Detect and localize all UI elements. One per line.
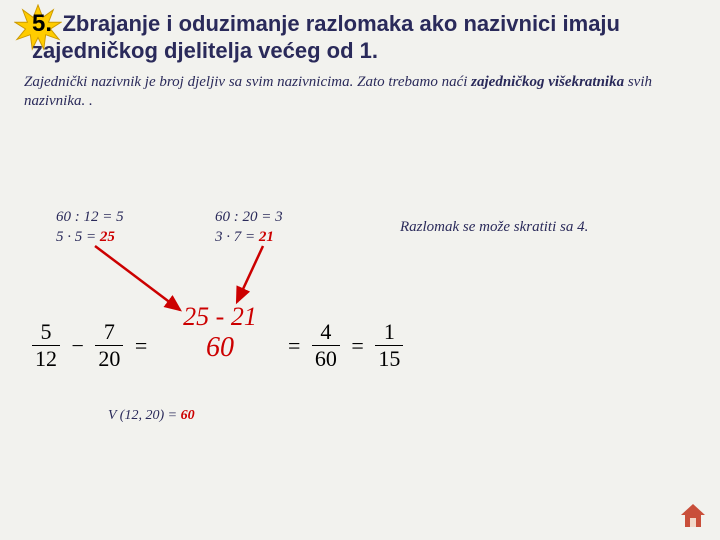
title-block: 5. Zbrajanje i oduzimanje razlomaka ako … xyxy=(24,8,696,63)
slide-container: 5. Zbrajanje i oduzimanje razlomaka ako … xyxy=(0,0,720,540)
arrow-left xyxy=(60,240,220,330)
calc-right-line1: 60 : 20 = 3 xyxy=(215,208,283,228)
section-title: Zbrajanje i oduzimanje razlomaka ako naz… xyxy=(32,11,620,63)
intro-text: Zajednički nazivnik je broj djeljiv sa s… xyxy=(24,73,696,111)
fraction-3: 4 60 xyxy=(312,320,340,371)
op-eq2: = xyxy=(282,333,306,359)
calc-left-line1: 60 : 12 = 5 xyxy=(56,208,124,228)
fraction-4: 1 15 xyxy=(375,320,403,371)
lcm-text: V (12, 20) = 60 xyxy=(108,408,195,424)
big-frac-bot: 60 xyxy=(165,332,275,364)
intro-pre: Zajednički nazivnik je broj djeljiv sa s… xyxy=(24,74,471,90)
note-text: Razlomak se može skratiti sa 4. xyxy=(400,218,660,238)
op-eq1: = xyxy=(129,333,153,359)
home-icon[interactable] xyxy=(678,502,708,530)
op-minus: − xyxy=(66,333,90,359)
equation-right: = 4 60 = 1 15 xyxy=(282,320,403,371)
intro-highlight: zajedničkog višekratnika xyxy=(471,74,624,90)
arrow-right xyxy=(215,240,295,320)
fraction-1: 5 12 xyxy=(32,320,60,371)
op-eq3: = xyxy=(345,333,369,359)
section-number: 5. xyxy=(32,10,52,37)
